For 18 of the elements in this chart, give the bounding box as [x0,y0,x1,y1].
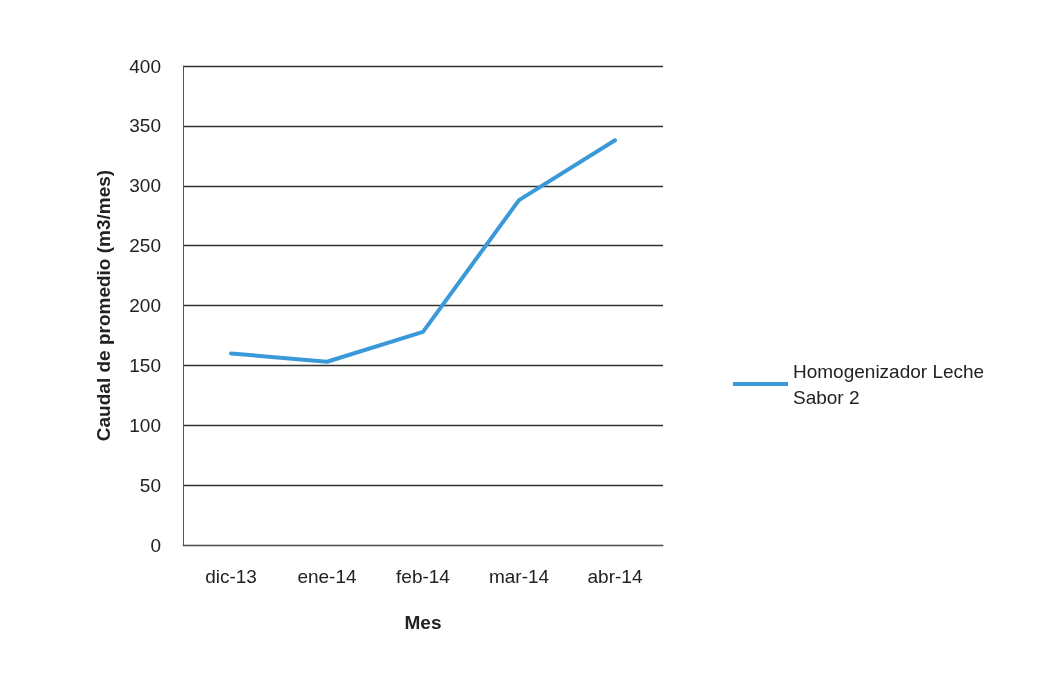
x-tick-label: ene-14 [297,566,358,587]
line-series [229,138,617,364]
y-tick-label: 400 [129,55,161,77]
x-axis-title: Mes [404,612,442,633]
y-tick-label: 350 [129,115,161,137]
y-axis-title: Caudal de promedio (m3/mes) [93,169,114,442]
y-tick-label: 50 [139,474,161,496]
x-tick-label: mar-14 [488,566,550,587]
x-tick-label: feb-14 [396,566,451,587]
y-tick-label: 0 [150,534,161,556]
y-tick-label: 200 [129,295,161,316]
legend-label: Homogenizador Leche Sabor 2 [793,360,990,408]
y-tick-label: 100 [129,414,161,436]
x-tick-label: abr-14 [587,566,643,587]
y-tick-label: 150 [129,354,161,376]
x-tick-label: dic-13 [205,566,257,587]
y-tick-label: 250 [129,235,161,257]
y-tick-label: 300 [129,175,161,197]
